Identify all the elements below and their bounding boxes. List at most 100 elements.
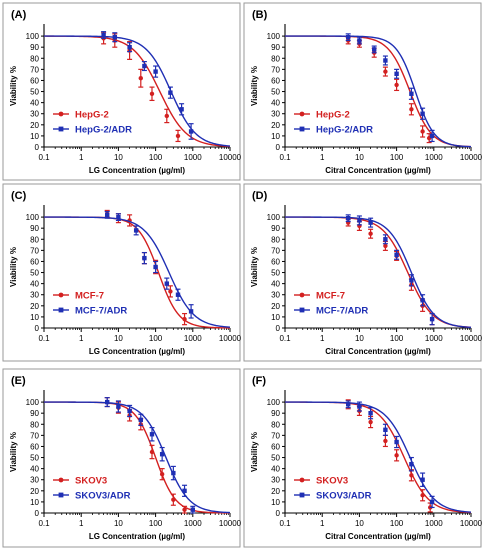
x-tick-label: 10 <box>114 519 123 528</box>
chart-panel: (D) 0 10 20 30 40 50 60 70 80 90 100 0.1 1 10 100 1000 10… <box>243 183 483 362</box>
x-tick-label: 10 <box>355 519 364 528</box>
y-tick-label: 40 <box>271 465 280 474</box>
y-tick-label: 90 <box>271 43 280 52</box>
data-point <box>142 255 147 261</box>
y-tick-label: 90 <box>271 224 280 233</box>
x-tick-label: 100 <box>390 519 404 528</box>
legend-label: HepG-2 <box>316 110 350 121</box>
x-tick-label: 0.1 <box>38 334 50 343</box>
y-tick-label: 80 <box>271 420 280 429</box>
x-tick-label: 10000 <box>219 334 242 343</box>
data-point <box>429 133 435 139</box>
data-point <box>182 316 187 322</box>
y-axis-title: Viability % <box>9 247 18 287</box>
data-point <box>127 408 132 414</box>
data-point <box>175 133 181 139</box>
data-point <box>116 404 121 409</box>
x-tick-label: 1000 <box>425 153 443 162</box>
y-tick-label: 10 <box>271 498 280 507</box>
y-tick-label: 60 <box>30 76 39 85</box>
data-point <box>383 58 388 63</box>
legend-label: SKOV3 <box>316 476 348 487</box>
data-point <box>420 477 425 482</box>
chart-panel: (A) 0 10 20 30 40 50 60 70 80 90 100 0.1 1 10 100 1000 10… <box>2 2 242 181</box>
y-tick-label: 100 <box>26 398 40 407</box>
x-tick-label: 1 <box>79 519 84 528</box>
data-point <box>357 38 362 43</box>
series-blue: HepG-2/ADR <box>285 33 472 148</box>
y-tick-label: 70 <box>30 431 39 440</box>
data-point <box>190 507 195 512</box>
legend-label: HepG-2/ADR <box>75 125 132 136</box>
y-tick-label: 60 <box>271 442 280 451</box>
data-point <box>383 243 388 249</box>
panel-label: (E) <box>11 375 26 387</box>
fit-curve <box>43 35 231 147</box>
data-point <box>346 216 351 221</box>
data-point <box>153 264 158 270</box>
series-blue: SKOV3/ADR <box>44 397 231 514</box>
data-point <box>409 278 414 283</box>
y-tick-label: 30 <box>271 476 280 485</box>
data-point <box>409 462 414 467</box>
legend-marker <box>58 492 64 498</box>
data-point <box>383 237 388 242</box>
data-point <box>127 44 132 50</box>
fit-curve <box>285 216 472 329</box>
x-tick-label: 10000 <box>219 153 242 162</box>
panel-label: (F) <box>252 375 266 387</box>
series-blue: MCF-7/ADR <box>44 210 231 328</box>
y-tick-label: 70 <box>30 65 39 74</box>
x-axis-title: LG Concentration (µg/ml) <box>89 166 185 175</box>
legend-marker <box>299 307 305 313</box>
x-tick-label: 1 <box>79 153 84 162</box>
x-tick-label: 10000 <box>219 519 242 528</box>
x-tick-label: 10 <box>114 153 123 162</box>
x-axis-title: LG Concentration (µg/ml) <box>89 347 185 356</box>
y-tick-label: 20 <box>30 121 39 130</box>
data-point <box>171 470 176 476</box>
y-tick-label: 20 <box>30 302 39 311</box>
y-tick-label: 80 <box>30 235 39 244</box>
y-tick-label: 100 <box>267 32 281 41</box>
legend-label: HepG-2 <box>75 110 109 121</box>
legend-marker <box>58 111 64 117</box>
legend-marker <box>58 307 64 313</box>
y-tick-label: 60 <box>271 257 280 266</box>
fit-curve <box>285 401 472 513</box>
y-tick-label: 40 <box>271 280 280 289</box>
x-tick-label: 1000 <box>425 519 443 528</box>
data-point <box>164 281 169 286</box>
series-blue: SKOV3/ADR <box>285 400 472 513</box>
x-tick-label: 100 <box>149 334 163 343</box>
y-tick-label: 100 <box>267 398 281 407</box>
y-tick-label: 70 <box>30 246 39 255</box>
chart-panel: (B) 0 10 20 30 40 50 60 70 80 90 100 0.1 1 10 100 1000 10… <box>243 2 483 181</box>
y-tick-label: 30 <box>271 110 280 119</box>
data-point <box>105 212 110 218</box>
x-tick-label: 100 <box>390 334 404 343</box>
data-point <box>188 309 194 314</box>
legend-marker <box>299 477 305 483</box>
y-tick-label: 10 <box>271 132 280 141</box>
legend-marker <box>299 492 305 498</box>
data-point <box>368 231 373 236</box>
y-tick-label: 10 <box>30 313 39 322</box>
x-tick-label: 1000 <box>425 334 443 343</box>
y-tick-label: 40 <box>30 280 39 289</box>
chart-panel: (C) 0 10 20 30 40 50 60 70 80 90 100 0.1 1 10 100 1000 10… <box>2 183 242 362</box>
data-point <box>112 35 117 40</box>
y-tick-label: 80 <box>30 54 39 63</box>
x-tick-label: 10000 <box>460 153 483 162</box>
y-tick-label: 10 <box>271 313 280 322</box>
data-point <box>429 316 435 322</box>
data-point <box>394 71 399 76</box>
y-tick-label: 30 <box>30 476 39 485</box>
y-tick-label: 100 <box>267 213 281 222</box>
data-point <box>346 35 351 40</box>
x-tick-label: 100 <box>390 153 404 162</box>
data-point <box>175 292 181 297</box>
y-tick-label: 70 <box>271 246 280 255</box>
data-point <box>142 63 147 69</box>
data-point <box>182 507 187 512</box>
